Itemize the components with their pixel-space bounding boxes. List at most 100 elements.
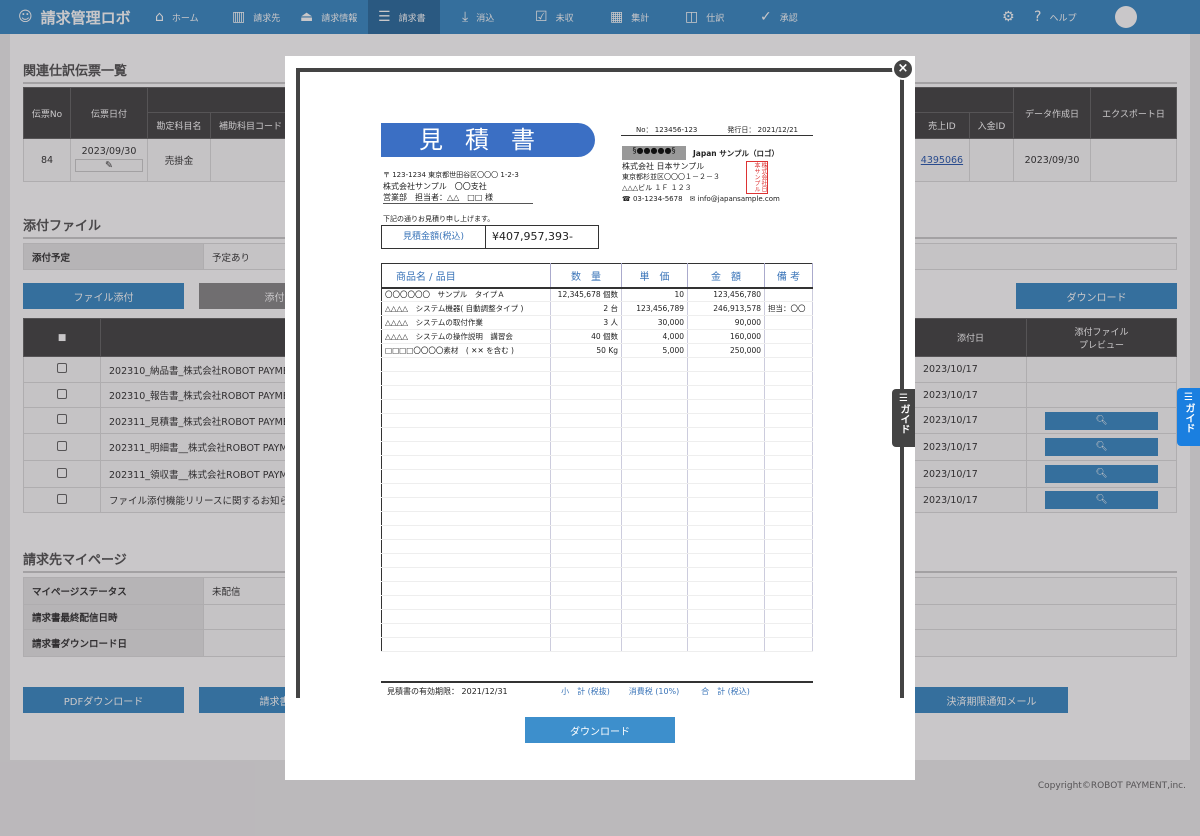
table-row: 〇〇〇〇〇〇 サンプル タイプＡ 12,345,678 個数 10 123,456,7… bbox=[381, 287, 813, 302]
cell bbox=[764, 637, 813, 652]
col-header: 数 量 bbox=[550, 263, 622, 289]
col-header: データ作成日 bbox=[1013, 87, 1091, 139]
cell bbox=[687, 497, 765, 512]
row-checkbox[interactable] bbox=[23, 487, 101, 513]
cell bbox=[550, 511, 622, 526]
plan-label: 添付予定 bbox=[23, 243, 204, 270]
doc-number: No： 123456-123 bbox=[636, 126, 698, 134]
cell: 5,000 bbox=[621, 343, 688, 358]
cell: 123,456,789 bbox=[621, 301, 688, 316]
cell bbox=[550, 637, 622, 652]
guide-icon: ☰ bbox=[899, 393, 908, 404]
top-nav: ☺ 請求管理ロボ ⌂ ホーム ▥ 請求先 ⏏ 請求情報 ☰ 請求書 ⤓ 消込 ☑ 未収 ▦ 集計 ◫ 仕訳 ✓ 承認… bbox=[0, 0, 1200, 34]
col-header: 単 価 bbox=[621, 263, 688, 289]
sender-company: 株式会社 日本サンプル bbox=[622, 162, 705, 171]
nav-item[interactable]: ▦ 集計 bbox=[600, 0, 659, 34]
cell bbox=[687, 441, 765, 456]
close-button[interactable]: × bbox=[892, 58, 914, 80]
row-checkbox[interactable] bbox=[23, 460, 101, 488]
cell bbox=[764, 413, 813, 428]
cell bbox=[621, 595, 688, 610]
table-row bbox=[381, 371, 813, 386]
help-button[interactable]: ? ヘルプ bbox=[1034, 9, 1077, 25]
cell bbox=[687, 427, 765, 442]
cell bbox=[381, 609, 551, 624]
settings-button[interactable]: ⚙ bbox=[992, 0, 1025, 34]
modal-download-button[interactable]: ダウンロード bbox=[525, 717, 675, 743]
preview-button[interactable]: 🔍︎ bbox=[1045, 438, 1158, 456]
download-files-button[interactable]: ダウンロード bbox=[1016, 283, 1177, 309]
cell bbox=[621, 637, 688, 652]
cell bbox=[764, 399, 813, 414]
cell bbox=[764, 371, 813, 386]
cell bbox=[381, 441, 551, 456]
nav-item[interactable]: ☰ 請求書 bbox=[368, 0, 440, 34]
cell bbox=[381, 385, 551, 400]
cell bbox=[550, 413, 622, 428]
table-row bbox=[381, 539, 813, 554]
copyright: Copyright©ROBOT PAYMENT,inc. bbox=[1037, 781, 1186, 791]
deadline-mail-button[interactable]: 決済期限通知メール bbox=[915, 687, 1068, 713]
sales-id-link[interactable]: 4395066 bbox=[920, 154, 964, 166]
cell bbox=[621, 609, 688, 624]
table-row bbox=[381, 455, 813, 470]
search-icon: 🔍︎ bbox=[1095, 441, 1108, 452]
row-checkbox[interactable] bbox=[23, 356, 101, 383]
row-checkbox[interactable] bbox=[23, 382, 101, 408]
cell: △△△△ システムの取付作業 bbox=[381, 315, 551, 330]
table-row: △△△△ システムの操作説明 講習会 40 個数 4,000 160,000 bbox=[381, 329, 813, 344]
col-header: 金 額 bbox=[687, 263, 765, 289]
cell bbox=[764, 511, 813, 526]
gear-icon: ⚙ bbox=[1002, 9, 1015, 25]
date-text: 2023/09/30 bbox=[81, 146, 137, 157]
col-header: エクスポート日 bbox=[1090, 87, 1177, 139]
cell bbox=[381, 483, 551, 498]
table-row bbox=[381, 567, 813, 582]
nav-item[interactable]: ◫ 仕訳 bbox=[675, 0, 734, 34]
nav-item[interactable]: ☑ 未収 bbox=[525, 0, 584, 34]
nav-item[interactable]: ⤓ 消込 bbox=[452, 0, 504, 34]
preview-button[interactable]: 🔍︎ bbox=[1045, 411, 1158, 430]
home-icon: ⌂ bbox=[155, 9, 164, 25]
sender-email: ✉ info@japansample.com bbox=[689, 195, 780, 203]
row-checkbox[interactable] bbox=[23, 407, 101, 434]
cell bbox=[621, 399, 688, 414]
pdf-download-button[interactable]: PDFダウンロード bbox=[23, 687, 184, 713]
cell bbox=[550, 539, 622, 554]
guide-tab[interactable]: ☰ ガイド bbox=[1177, 388, 1200, 446]
cell bbox=[764, 581, 813, 596]
cell bbox=[764, 595, 813, 610]
add-file-button[interactable]: ファイル添付 bbox=[23, 283, 184, 309]
document-viewer[interactable]: 見積書 No： 123456-123 発行日： 2021/12/21 〒 123-… bbox=[296, 68, 904, 698]
cell bbox=[381, 497, 551, 512]
cell bbox=[764, 441, 813, 456]
col-header: 商品名 / 品目 bbox=[381, 263, 551, 289]
user-avatar[interactable] bbox=[1105, 0, 1147, 34]
cell bbox=[687, 539, 765, 554]
nav-item[interactable]: ✓ 承認 bbox=[750, 0, 808, 34]
subtotal-label: 小 計 (税抜) bbox=[561, 687, 610, 696]
preview-button[interactable]: 🔍︎ bbox=[1045, 465, 1158, 483]
row-checkbox[interactable] bbox=[23, 433, 101, 461]
edit-button[interactable]: ✎ bbox=[75, 159, 143, 172]
cell bbox=[621, 371, 688, 386]
app-logo[interactable]: ☺ 請求管理ロボ bbox=[18, 8, 131, 27]
table-row bbox=[381, 385, 813, 400]
select-all-checkbox[interactable]: ■ bbox=[23, 318, 101, 357]
table-row bbox=[381, 413, 813, 428]
preview-button[interactable]: 🔍︎ bbox=[1045, 491, 1158, 509]
modal-guide-tab[interactable]: ☰ ガイド bbox=[892, 389, 915, 447]
cell bbox=[621, 455, 688, 470]
cell bbox=[550, 399, 622, 414]
nav-item[interactable]: ⌂ ホーム bbox=[145, 0, 209, 34]
cell: 2 台 bbox=[550, 301, 622, 316]
table-row bbox=[381, 399, 813, 414]
cell bbox=[687, 581, 765, 596]
cell bbox=[550, 441, 622, 456]
preview-cell: 🔍︎ bbox=[1026, 487, 1177, 513]
cell: 40 個数 bbox=[550, 329, 622, 344]
nav-item[interactable]: ⏏ 請求情報 bbox=[290, 0, 367, 34]
logo-caption: Japan サンプル（ロゴ） bbox=[693, 148, 779, 159]
cell bbox=[381, 427, 551, 442]
nav-item[interactable]: ▥ 請求先 bbox=[222, 0, 290, 34]
